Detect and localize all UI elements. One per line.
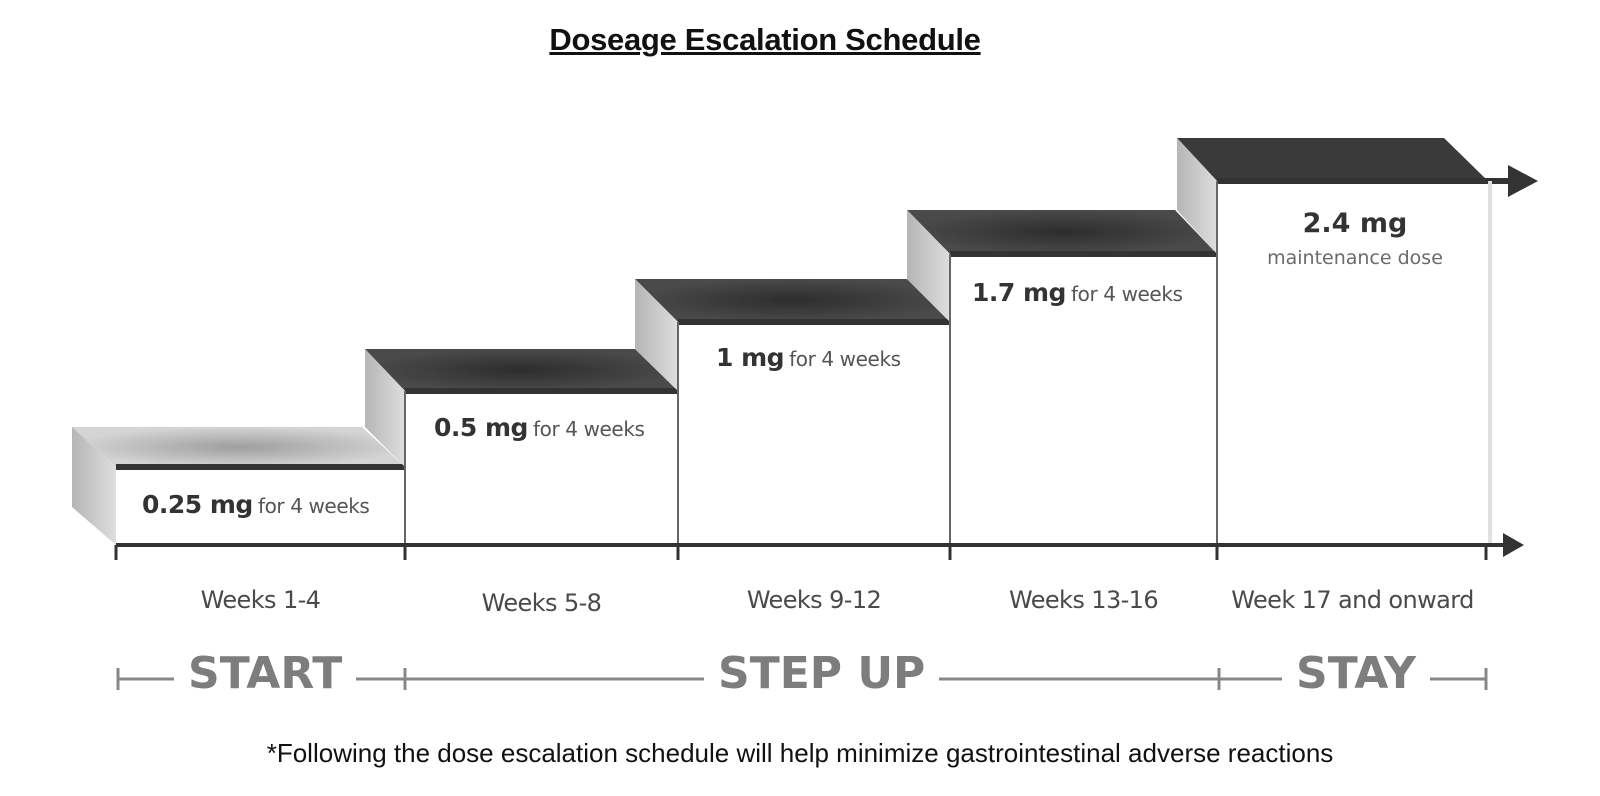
step-3 — [635, 279, 950, 545]
step-4-riser — [907, 210, 950, 322]
phase-step-up: STEP UP — [704, 646, 940, 702]
step-4-label: 1.7 mg for 4 weeks — [972, 278, 1183, 307]
step-5-tread — [1177, 138, 1488, 181]
step-4-duration: for 4 weeks — [1071, 282, 1183, 306]
step-4 — [907, 210, 1217, 545]
step-2-dose: 0.5 mg — [434, 413, 528, 442]
step-2-riser — [365, 349, 405, 467]
step-1-duration: for 4 weeks — [257, 494, 370, 518]
step-1-dose: 0.25 mg — [142, 490, 253, 519]
period-label-4: Weeks 13-16 — [1008, 586, 1159, 614]
step-3-dose: 1 mg — [716, 343, 785, 372]
step-5 — [1177, 138, 1538, 545]
period-label-3: Weeks 9-12 — [746, 586, 882, 614]
period-label-5: Week 17 and onward — [1231, 586, 1474, 614]
step-5-duration: maintenance dose — [1267, 247, 1443, 269]
step-2-duration: for 4 weeks — [533, 417, 645, 441]
top-arrowhead — [1508, 165, 1538, 197]
step-1-side — [72, 427, 116, 545]
timeline-axis — [114, 533, 1524, 560]
step-1-label: 0.25 mg for 4 weeks — [142, 490, 370, 519]
step-3-riser — [635, 279, 678, 391]
period-label-2: Weeks 5-8 — [481, 589, 602, 617]
step-3-duration: for 4 weeks — [789, 347, 901, 371]
step-4-tread — [907, 210, 1217, 254]
axis-arrowhead — [1503, 533, 1524, 557]
step-2-tread — [365, 349, 678, 391]
phase-stay: STAY — [1282, 646, 1430, 702]
step-2-label: 0.5 mg for 4 weeks — [434, 413, 645, 442]
step-1 — [72, 427, 405, 545]
step-3-label: 1 mg for 4 weeks — [716, 343, 901, 372]
step-5-dose: 2.4 mg — [1302, 208, 1408, 239]
step-3-tread — [635, 279, 950, 322]
step-5-riser — [1177, 138, 1217, 254]
footnote: *Following the dose escalation schedule … — [266, 738, 1334, 768]
phase-start: START — [174, 646, 357, 702]
step-4-dose: 1.7 mg — [972, 278, 1066, 307]
step-1-tread — [72, 427, 405, 467]
step-2 — [365, 349, 678, 545]
diagram-title: Doseage Escalation Schedule — [549, 22, 981, 57]
period-label-1: Weeks 1-4 — [200, 586, 321, 614]
